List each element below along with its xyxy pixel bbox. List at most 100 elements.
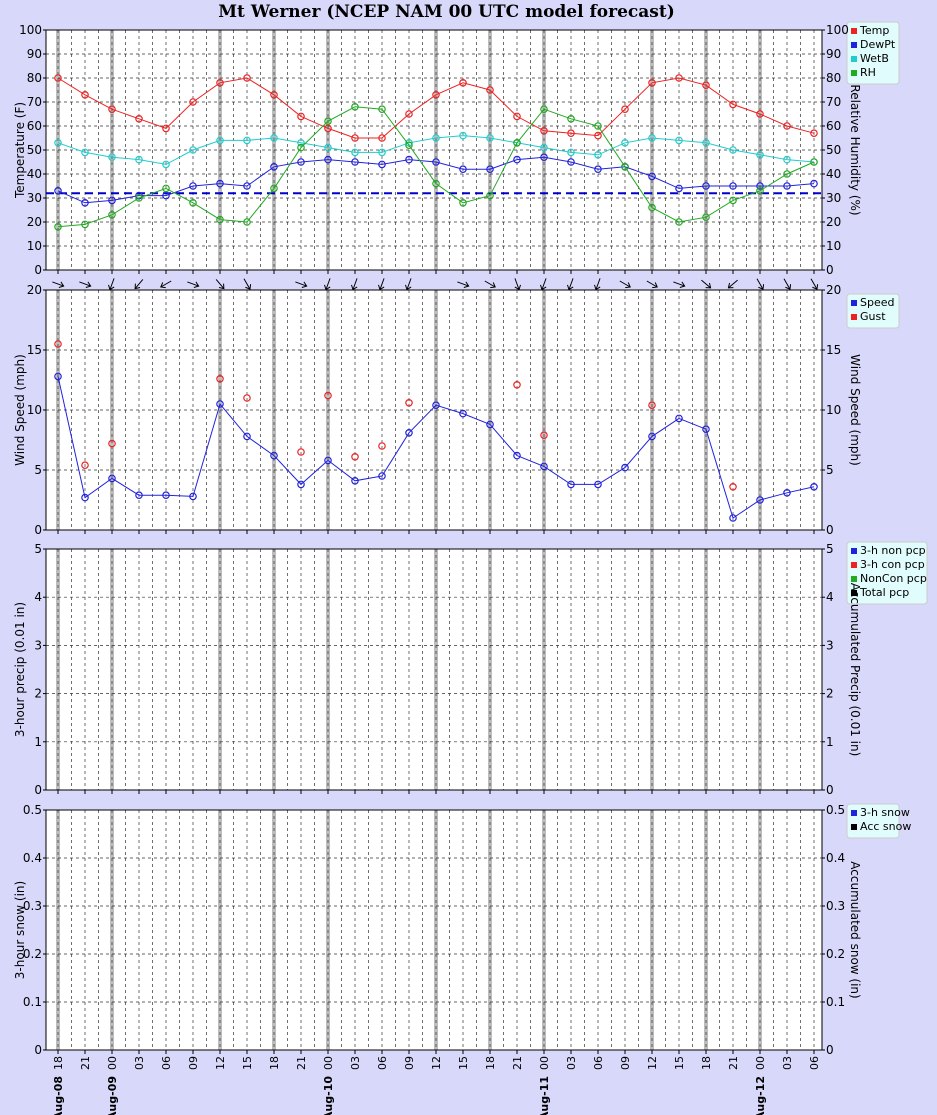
data-point-rh — [405, 141, 413, 150]
x-tick-label: 21 — [727, 1056, 740, 1070]
series-line-wetb — [57, 135, 815, 165]
wind-arrow — [351, 278, 358, 291]
data-point-gust — [729, 482, 737, 491]
y-tick-label-left: 0.5 — [23, 803, 42, 817]
data-point-dewpt — [297, 158, 305, 166]
data-point-temp — [189, 98, 197, 106]
wind-arrow-shaft — [325, 278, 331, 290]
data-point-speed — [54, 372, 62, 381]
x-tick-label: 06 — [376, 1056, 389, 1070]
wind-arrow-shaft — [52, 281, 64, 287]
data-point-speed — [675, 414, 683, 423]
data-point-wetb — [189, 146, 197, 154]
data-point-speed — [351, 476, 359, 485]
data-point-wetb — [459, 131, 467, 140]
wind-arrow-head — [301, 281, 308, 288]
data-point-wetb — [297, 139, 305, 147]
wind-arrow — [727, 279, 738, 289]
data-point-rh — [594, 122, 602, 130]
y-tick-label-right: 80 — [826, 71, 841, 85]
y-tick-label-right: 0 — [826, 263, 834, 277]
y-tick-label-left: 20 — [27, 215, 42, 229]
data-point-speed — [648, 432, 656, 441]
series-line-dewpt — [57, 156, 815, 204]
wind-arrow-shaft — [295, 281, 307, 287]
plot-frame — [45, 809, 823, 1051]
wind-arrow-head — [594, 284, 601, 291]
data-point-gust — [648, 401, 656, 410]
data-point-dewpt — [675, 184, 683, 193]
legend-label: RH — [860, 66, 876, 79]
data-point-rh — [648, 203, 656, 212]
data-point-temp — [432, 91, 440, 99]
legend-label: 3-h snow — [860, 806, 910, 819]
wind-arrow-shaft — [646, 280, 658, 288]
data-point-temp — [810, 129, 818, 138]
y-tick-label-left: 0 — [34, 783, 42, 797]
data-point-speed — [567, 480, 575, 489]
x-tick-label: 18 — [484, 1056, 497, 1070]
wind-arrow-shaft — [619, 280, 631, 288]
wind-arrow — [810, 278, 819, 290]
data-point-speed — [162, 491, 170, 500]
wind-arrow-shaft — [160, 280, 172, 288]
data-point-temp — [513, 112, 521, 121]
temperature-panel — [43, 21, 900, 274]
data-point-gust — [540, 431, 548, 440]
legend — [846, 541, 928, 605]
data-point-temp — [486, 86, 494, 94]
data-point-dewpt — [567, 158, 575, 166]
data-point-dewpt — [189, 182, 197, 190]
data-point-wetb — [756, 151, 764, 159]
y-tick-label-left: 90 — [27, 47, 42, 61]
data-point-dewpt — [459, 165, 467, 174]
wind-arrow-shaft — [457, 281, 469, 287]
y-tick-label-left: 5 — [34, 463, 42, 477]
x-tick-label: 00 — [322, 1056, 335, 1070]
data-point-speed — [540, 462, 548, 471]
wind-arrow-shaft — [783, 278, 791, 290]
precipitation-panel — [43, 541, 928, 794]
data-point-gust — [378, 442, 386, 450]
wind-arrow-head — [85, 281, 92, 288]
data-point-dewpt — [270, 163, 278, 171]
data-point-rh — [459, 199, 467, 207]
y-tick-label-right: 1 — [826, 735, 834, 749]
x-tick-label: 09 — [187, 1056, 200, 1070]
data-point-temp — [351, 134, 359, 142]
data-point-temp — [783, 122, 791, 130]
data-point-temp — [621, 105, 629, 114]
legend-box — [846, 541, 928, 605]
data-point-dewpt — [54, 187, 62, 195]
x-tick-label: 21 — [295, 1056, 308, 1070]
data-point-wetb — [729, 146, 737, 154]
y-tick-label-right: 5 — [826, 463, 834, 477]
x-tick-label: 03 — [781, 1056, 794, 1070]
data-point-speed — [486, 420, 494, 429]
y-tick-label-right: 0.5 — [826, 803, 845, 817]
legend-swatch — [851, 590, 857, 596]
data-point-gust — [297, 448, 305, 456]
wind-arrow — [295, 281, 308, 288]
x-date-label: Aug-10 — [322, 1076, 335, 1115]
wind-arrow-head — [463, 281, 470, 288]
y-tick-label-left: 15 — [27, 343, 42, 357]
x-tick-label: 06 — [808, 1056, 821, 1070]
legend-box — [846, 21, 900, 85]
y-tick-label-right: 0 — [826, 1043, 834, 1057]
wind-arrow-head — [785, 284, 792, 290]
data-point-dewpt — [378, 160, 386, 169]
wind-arrow-head — [324, 284, 331, 291]
y-tick-label-left: 60 — [27, 119, 42, 133]
data-point-speed — [432, 401, 440, 410]
data-point-rh — [540, 105, 548, 114]
y-tick-label-right: 40 — [826, 167, 841, 181]
legend-label: Gust — [860, 310, 886, 323]
wind-arrow — [108, 278, 115, 291]
data-point-temp — [81, 91, 89, 99]
legend-swatch — [851, 576, 857, 582]
legend-swatch — [851, 562, 857, 568]
data-point-speed — [189, 492, 197, 501]
y-axis-label-right: Accumulated Precip (0.01 in) — [848, 583, 862, 757]
wind-arrow-shaft — [756, 278, 764, 290]
